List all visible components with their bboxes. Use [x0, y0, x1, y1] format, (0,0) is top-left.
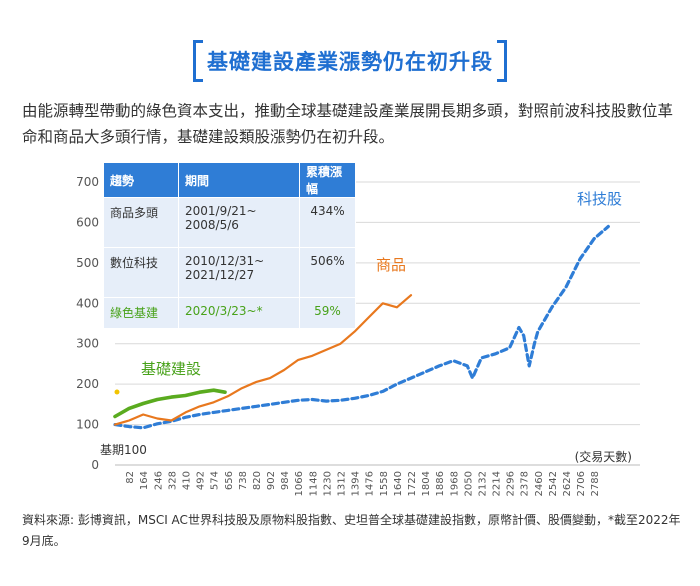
x-tick-label: 1066 — [294, 471, 305, 496]
series-line-commodity — [113, 294, 413, 426]
table-header-row: 趨勢 期間 累積漲幅 — [104, 163, 356, 198]
x-axis-label: (交易天數) — [575, 449, 632, 464]
cell-period: 2020/3/23~* — [178, 297, 300, 328]
x-tick-label: 1394 — [351, 471, 362, 496]
x-tick-label: 164 — [139, 471, 150, 490]
x-tick-label: 328 — [167, 471, 178, 490]
y-tick-label: 200 — [76, 377, 99, 391]
x-tick-label: 246 — [153, 471, 164, 490]
series-label-infra: 基礎建設 — [141, 360, 201, 378]
intro-text: 由能源轉型帶動的綠色資本支出，推動全球基礎建設產業展開長期多頭，對照前波科技股數… — [22, 102, 674, 146]
x-tick-label: 2378 — [520, 471, 531, 496]
col-header-period: 期間 — [178, 163, 300, 198]
x-tick-label: 1476 — [365, 471, 376, 496]
page-title: 基礎建設產業漲勢仍在初升段 — [193, 40, 507, 82]
cell-gain: 434% — [299, 197, 356, 248]
x-tick-label: 2624 — [562, 471, 573, 496]
x-tick-label: 820 — [252, 471, 263, 490]
x-tick-label: 410 — [181, 471, 192, 490]
series-label-commodity: 商品 — [376, 256, 406, 274]
cell-gain: 59% — [299, 297, 356, 328]
x-tick-label: 2542 — [548, 471, 559, 496]
y-tick-label: 100 — [76, 418, 99, 432]
cell-period: 2010/12/31~ 2021/12/27 — [178, 247, 300, 298]
x-tick-label: 1558 — [379, 471, 390, 496]
cell-gain: 506% — [299, 247, 356, 298]
x-tick-label: 2050 — [463, 471, 474, 496]
cell-trend: 數位科技 — [104, 247, 179, 298]
x-tick-label: 1640 — [393, 471, 404, 496]
y-tick-label: 500 — [76, 256, 99, 270]
y-axis: 0 100 200 300 400 500 600 700 — [76, 175, 99, 472]
series-lines — [113, 224, 610, 430]
x-tick-label: 1312 — [337, 471, 348, 496]
table-row: 數位科技 2010/12/31~ 2021/12/27 506% — [104, 247, 356, 298]
cell-trend: 商品多頭 — [104, 197, 179, 248]
baseline-label: 基期100 — [100, 443, 147, 457]
x-tick-label: 2132 — [477, 471, 488, 496]
table-row: 綠色基建 2020/3/23~* 59% — [104, 297, 356, 328]
source-note: 資料來源: 彭博資訊，MSCI AC世界科技股及原物料股指數、史坦普全球基礎建設… — [22, 513, 681, 548]
series-line-infra — [113, 388, 227, 419]
y-tick-label: 400 — [76, 296, 99, 310]
title-wrap: 基礎建設產業漲勢仍在初升段 — [0, 40, 700, 82]
x-tick-label: 82 — [125, 471, 136, 484]
x-tick-label: 1230 — [322, 471, 333, 496]
x-tick-label: 2296 — [506, 471, 517, 496]
trend-table: 趨勢 期間 累積漲幅 商品多頭 2001/9/21~ 2008/5/6 434%… — [104, 163, 356, 328]
x-tick-label: 1886 — [435, 471, 446, 496]
x-tick-label: 738 — [238, 471, 249, 490]
x-tick-label: 902 — [266, 471, 277, 490]
x-tick-label: 492 — [196, 471, 207, 490]
series-label-tech: 科技股 — [577, 190, 622, 208]
table-row: 商品多頭 2001/9/21~ 2008/5/6 434% — [104, 197, 356, 248]
y-tick-label: 600 — [76, 215, 99, 229]
x-tick-label: 1722 — [407, 471, 418, 496]
marker-dot — [114, 389, 120, 395]
x-tick-label: 1148 — [308, 471, 319, 496]
x-tick-label: 2706 — [576, 471, 587, 496]
cell-trend: 綠色基建 — [104, 297, 179, 328]
x-axis: 82 164 246 328 410 492 574 656 738 820 902 984 1066 1… — [115, 464, 640, 496]
x-tick-label: 2460 — [534, 471, 545, 496]
x-tick-label: 984 — [280, 471, 291, 490]
col-header-trend: 趨勢 — [104, 163, 179, 198]
x-tick-label: 574 — [210, 471, 221, 490]
x-tick-label: 2788 — [590, 471, 601, 496]
col-header-gain: 累積漲幅 — [299, 163, 356, 198]
y-tick-label: 700 — [76, 175, 99, 189]
cell-period: 2001/9/21~ 2008/5/6 — [178, 197, 300, 248]
y-tick-label: 300 — [76, 337, 99, 351]
x-tick-label: 1968 — [449, 471, 460, 496]
x-tick-label: 656 — [224, 471, 235, 490]
x-tick-label: 1804 — [421, 471, 432, 496]
series-line-tech — [113, 224, 610, 430]
x-tick-label: 2214 — [492, 471, 503, 496]
y-tick-label: 0 — [91, 458, 99, 472]
